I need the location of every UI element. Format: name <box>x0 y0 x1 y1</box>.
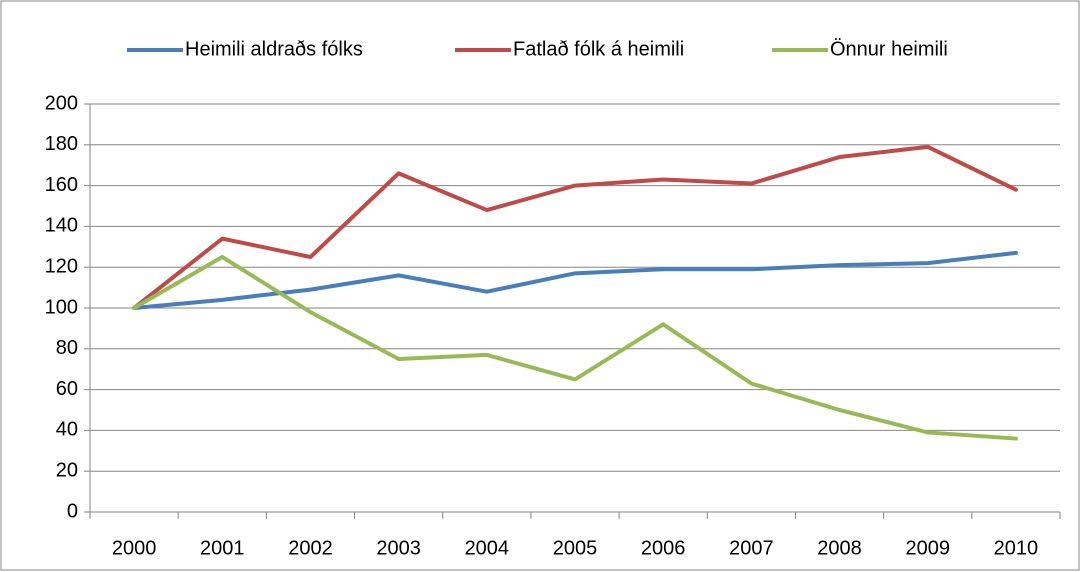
x-tick-label: 2006 <box>641 537 686 559</box>
x-tick-label: 2000 <box>112 537 157 559</box>
y-tick-label: 40 <box>56 419 78 441</box>
x-tick-label: 2002 <box>288 537 333 559</box>
y-tick-label: 0 <box>67 500 78 522</box>
legend-label: Önnur heimili <box>830 38 948 60</box>
x-tick-label: 2005 <box>553 537 598 559</box>
series-line <box>132 144 1018 310</box>
x-tick-label: 2010 <box>994 537 1039 559</box>
y-tick-label: 20 <box>56 459 78 481</box>
y-tick-label: 80 <box>56 337 78 359</box>
legend-label: Heimili aldraðs fólks <box>185 38 363 60</box>
x-tick-label: 2003 <box>376 537 421 559</box>
x-tick-label: 2008 <box>817 537 862 559</box>
y-tick-label: 180 <box>45 133 78 155</box>
legend-label: Fatlað fólk á heimili <box>513 38 684 60</box>
y-tick-label: 140 <box>45 215 78 237</box>
y-tick-label: 160 <box>45 174 78 196</box>
series-line <box>132 255 1018 441</box>
y-tick-label: 200 <box>45 92 78 114</box>
y-tick-label: 120 <box>45 255 78 277</box>
x-tick-label: 2009 <box>905 537 950 559</box>
y-tick-label: 60 <box>56 378 78 400</box>
x-tick-label: 2004 <box>465 537 510 559</box>
x-tick-label: 2007 <box>729 537 774 559</box>
y-tick-label: 100 <box>45 296 78 318</box>
x-tick-label: 2001 <box>200 537 245 559</box>
